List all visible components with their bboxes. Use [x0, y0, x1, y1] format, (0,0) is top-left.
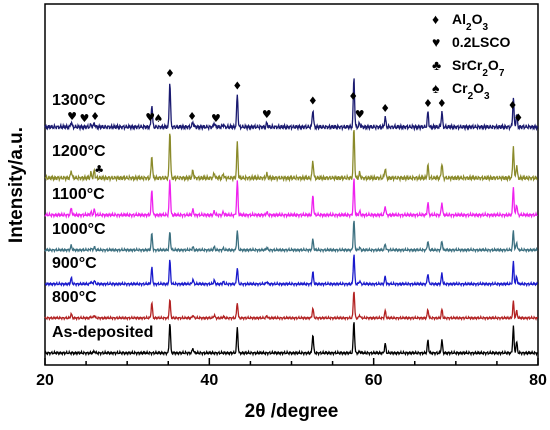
series-label: 800°C — [52, 289, 97, 306]
series-label: 1000°C — [52, 221, 106, 238]
phase-marker: ♦ — [232, 80, 242, 93]
xrd-pattern-line — [44, 254, 539, 288]
phase-marker: ♦ — [90, 110, 100, 123]
series-3: 1000°C — [44, 220, 538, 254]
phase-marker: ♥ — [145, 111, 155, 124]
legend-label: SrCr2O7 — [452, 57, 505, 79]
phase-marker: ♦ — [348, 90, 358, 103]
series-label: 1100°C — [52, 186, 105, 203]
y-axis-title: Intensity/a.u. — [6, 127, 27, 243]
phase-marker: ♥ — [67, 110, 77, 123]
xrd-pattern-line — [44, 220, 538, 254]
xrd-pattern-line — [44, 291, 539, 322]
series-5: 1200°C — [44, 130, 538, 183]
series-0: As-deposited — [44, 322, 538, 357]
xrd-pattern-line — [44, 130, 538, 183]
phase-marker: ♦ — [513, 112, 523, 125]
series-label: 1300°C — [52, 92, 106, 109]
legend-symbol: ♥ — [432, 34, 440, 50]
series-label: As-deposited — [52, 324, 153, 341]
phase-marker: ♦ — [423, 97, 433, 110]
phase-marker: ♥ — [211, 112, 221, 125]
phase-marker: ♦ — [437, 97, 447, 110]
x-tick-label: 60 — [365, 372, 383, 389]
xrd-pattern-line — [44, 78, 539, 132]
series-group: As-deposited 800°C 900°C 1000°C 1100°C 1200°C… — [44, 78, 539, 357]
phase-marker: ♦ — [308, 95, 318, 108]
phase-marker: ♠ — [153, 112, 163, 125]
phase-marker: ♦ — [508, 99, 518, 112]
phase-marker-group: ♥ ♥ ♦ ♥♠♦♦ ♥♦♥♦ ♦♥ ♦ ♦ ♦ ♦♦♣ — [67, 67, 523, 176]
phase-marker: ♣ — [94, 163, 104, 176]
x-tick-label: 80 — [529, 372, 547, 389]
phase-marker: ♦ — [165, 67, 175, 80]
series-2: 900°C — [44, 254, 539, 288]
legend-label: 0.2LSCO — [452, 34, 510, 50]
xrd-pattern-line — [44, 322, 538, 357]
legend: ♦ Al2O3 ♥ 0.2LSCO ♣ SrCr2O7 ♠ Cr2O3 — [432, 11, 510, 102]
legend-label: Al2O3 — [452, 11, 488, 33]
series-6: 1300°C — [44, 78, 539, 132]
x-tick-label: 20 — [36, 372, 54, 389]
phase-marker: ♥ — [262, 108, 272, 121]
series-1: 800°C — [44, 289, 539, 322]
series-label: 1200°C — [52, 143, 106, 160]
series-label: 900°C — [52, 255, 97, 272]
legend-symbol: ♠ — [432, 80, 440, 96]
x-tick-label: 40 — [200, 372, 218, 389]
legend-symbol: ♦ — [432, 11, 439, 27]
x-axis-title: 2θ /degree — [245, 401, 339, 422]
x-axis: 20 40 60 80 — [36, 358, 547, 389]
phase-marker: ♥ — [80, 112, 90, 125]
series-4: 1100°C — [44, 178, 538, 220]
legend-label: Cr2O3 — [452, 80, 490, 102]
phase-marker: ♦ — [380, 102, 390, 115]
phase-marker: ♦ — [187, 110, 197, 123]
phase-marker: ♥ — [355, 108, 365, 121]
xrd-pattern-line — [44, 178, 538, 220]
legend-symbol: ♣ — [432, 57, 441, 73]
